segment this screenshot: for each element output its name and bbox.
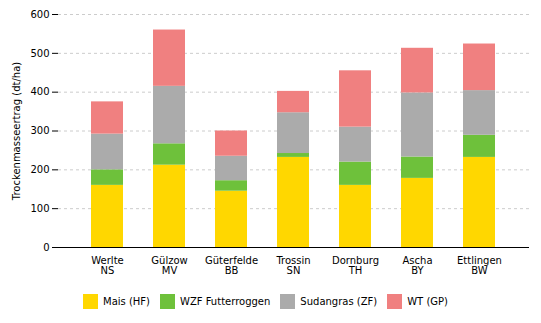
svg-text:200: 200	[30, 164, 49, 175]
svg-text:400: 400	[30, 86, 49, 97]
html-text:WT (GP): WT (GP)	[407, 296, 448, 307]
svg-text:TrossinSN: TrossinSN	[275, 255, 310, 276]
svg-text:EttlingenBW: EttlingenBW	[457, 255, 502, 276]
svg-text:Trockenmasseertrag (dt/ha): Trockenmasseertrag (dt/ha)	[11, 62, 22, 201]
svg-text:WerlteNS: WerlteNS	[91, 255, 123, 276]
svg-text:0: 0	[43, 242, 49, 253]
svg-text:300: 300	[30, 125, 49, 136]
svg-text:DornburgTH: DornburgTH	[332, 255, 379, 276]
html-text:Sudangras (ZF): Sudangras (ZF)	[300, 296, 378, 307]
svg-text:AschaBY: AschaBY	[402, 255, 432, 276]
html-text:WZF Futterroggen: WZF Futterroggen	[180, 296, 271, 307]
svg-text:500: 500	[30, 48, 49, 59]
svg-text:100: 100	[30, 203, 49, 214]
svg-text:GüterfeldeBB: GüterfeldeBB	[205, 255, 258, 276]
svg-text:600: 600	[30, 9, 49, 20]
html-text:Mais (HF): Mais (HF)	[103, 296, 150, 307]
svg-text:GülzowMV: GülzowMV	[151, 255, 187, 276]
